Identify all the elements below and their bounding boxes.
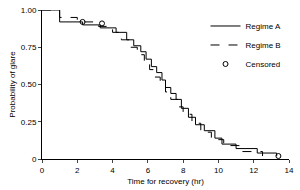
svg-text:4: 4 (110, 166, 115, 175)
svg-text:0.75: 0.75 (21, 43, 37, 52)
svg-text:Regime B: Regime B (246, 41, 281, 50)
svg-text:2: 2 (75, 166, 80, 175)
svg-text:Probability of glare: Probability of glare (8, 51, 17, 118)
svg-text:0.25: 0.25 (21, 118, 37, 127)
svg-text:8: 8 (181, 166, 186, 175)
svg-text:6: 6 (146, 166, 151, 175)
svg-text:Censored: Censored (246, 60, 281, 69)
svg-text:0: 0 (40, 166, 45, 175)
svg-text:Time for recovery (hr): Time for recovery (hr) (127, 177, 204, 186)
svg-text:14: 14 (285, 166, 294, 175)
svg-text:12: 12 (249, 166, 258, 175)
svg-text:1.00: 1.00 (21, 6, 37, 15)
svg-text:0.50: 0.50 (21, 80, 37, 89)
svg-text:10: 10 (214, 166, 223, 175)
svg-text:0: 0 (32, 155, 37, 164)
svg-text:Regime A: Regime A (246, 22, 281, 31)
